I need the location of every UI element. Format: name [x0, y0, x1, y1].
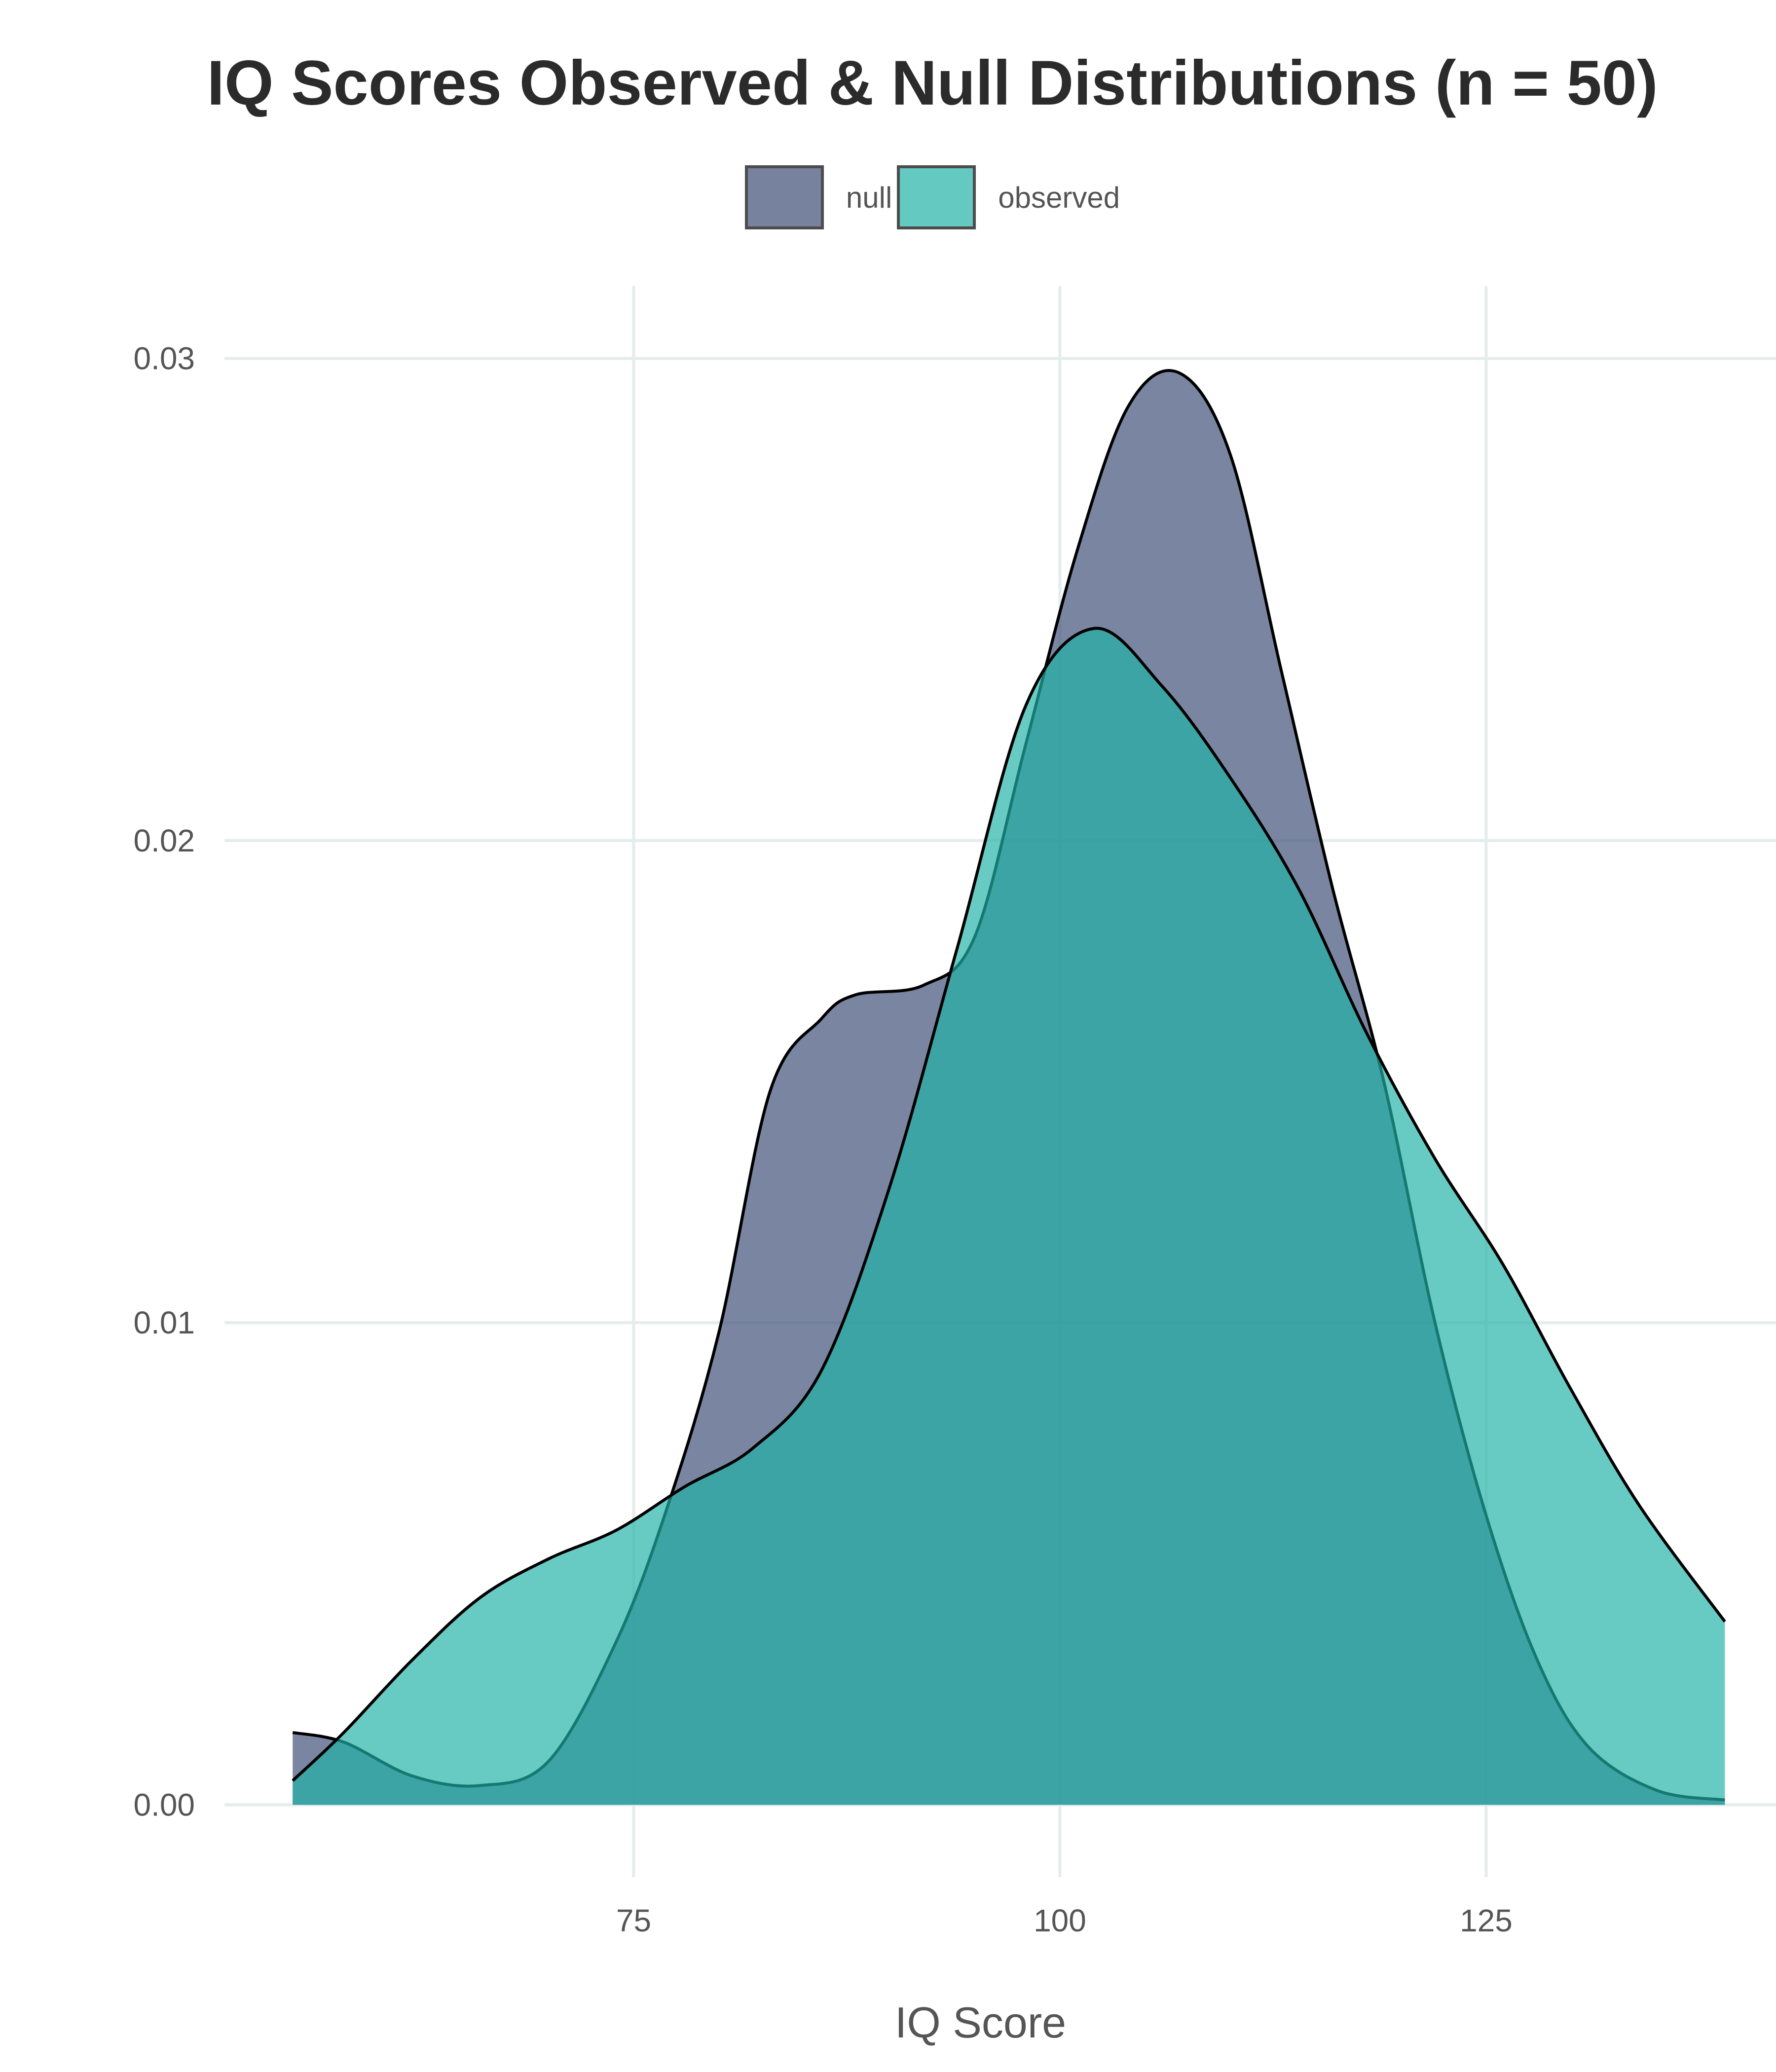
chart-title: IQ Scores Observed & Null Distributions …: [207, 48, 1658, 118]
y-tick-label: 0.00: [133, 1787, 195, 1822]
legend: null observed: [0, 163, 1776, 232]
y-tick-label: 0.01: [133, 1305, 195, 1340]
legend-key-null: [744, 165, 824, 229]
y-tick-label: 0.03: [133, 341, 195, 376]
y-tick-label: 0.02: [133, 823, 195, 858]
legend-label-null: null: [846, 181, 892, 214]
density-line-observed: [292, 627, 1726, 1782]
x-tick-label: 100: [1034, 1903, 1086, 1938]
x-tick-label: 125: [1460, 1903, 1513, 1938]
legend-key-observed: [897, 165, 976, 229]
density-areas: [292, 369, 1726, 1805]
density-fill-observed: [293, 628, 1725, 1805]
legend-item-null: null: [744, 165, 892, 229]
x-axis-title: IQ Score: [895, 1998, 1066, 2047]
tick-labels: 0.00 0.01 0.02 0.03 75 100 125: [133, 341, 1512, 1938]
legend-label-observed: observed: [998, 181, 1120, 214]
x-tick-label: 75: [616, 1903, 651, 1938]
legend-item-observed: observed: [897, 165, 1120, 229]
